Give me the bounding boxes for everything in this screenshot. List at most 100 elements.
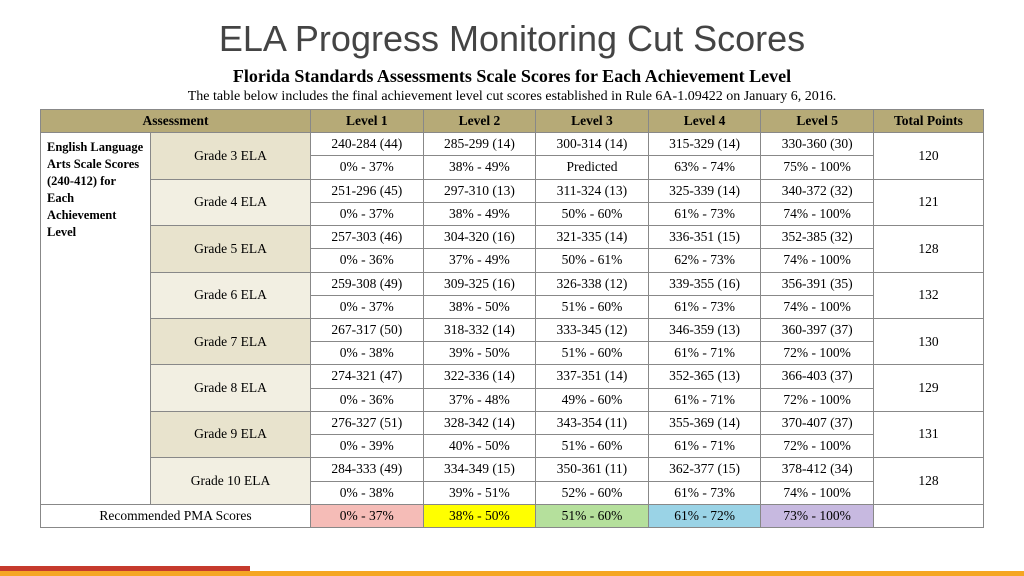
score-cell: 274-321 (47) [311,365,424,388]
score-cell: 340-372 (32) [761,179,874,202]
pct-cell: 72% - 100% [761,388,874,411]
pct-cell: 0% - 38% [311,481,424,504]
score-cell: 321-335 (14) [536,226,649,249]
col-assessment: Assessment [41,110,311,133]
score-cell: 346-359 (13) [648,318,761,341]
pct-cell: 0% - 36% [311,249,424,272]
pma-cell: 38% - 50% [423,504,536,527]
score-cell: 297-310 (13) [423,179,536,202]
pma-cell: 73% - 100% [761,504,874,527]
grade-name: Grade 6 ELA [151,272,311,318]
pct-cell: 39% - 50% [423,342,536,365]
grade-score-row: Grade 8 ELA274-321 (47)322-336 (14)337-3… [41,365,984,388]
score-cell: 300-314 (14) [536,133,649,156]
col-level5: Level 5 [761,110,874,133]
pct-cell: 50% - 61% [536,249,649,272]
score-cell: 326-338 (12) [536,272,649,295]
pct-cell: 63% - 74% [648,156,761,179]
grade-score-row: Grade 5 ELA257-303 (46)304-320 (16)321-3… [41,226,984,249]
pct-cell: 0% - 37% [311,156,424,179]
pct-cell: 61% - 71% [648,435,761,458]
pct-cell: 74% - 100% [761,249,874,272]
pct-cell: 50% - 60% [536,202,649,225]
total-points: 128 [873,226,983,272]
score-cell: 259-308 (49) [311,272,424,295]
pct-cell: 61% - 73% [648,481,761,504]
col-level1: Level 1 [311,110,424,133]
total-points: 120 [873,133,983,179]
score-cell: 257-303 (46) [311,226,424,249]
score-cell: 315-329 (14) [648,133,761,156]
col-total: Total Points [873,110,983,133]
pct-cell: 38% - 50% [423,295,536,318]
pct-cell: 74% - 100% [761,295,874,318]
score-cell: 352-365 (13) [648,365,761,388]
pct-cell: 49% - 60% [536,388,649,411]
pct-cell: 51% - 60% [536,342,649,365]
pct-cell: 40% - 50% [423,435,536,458]
doc-title: Florida Standards Assessments Scale Scor… [0,66,1024,87]
pct-cell: 37% - 48% [423,388,536,411]
pct-cell: 0% - 39% [311,435,424,458]
pma-cell: 61% - 72% [648,504,761,527]
col-level3: Level 3 [536,110,649,133]
pct-cell: 51% - 60% [536,435,649,458]
table-container: Assessment Level 1 Level 2 Level 3 Level… [0,109,1024,528]
grade-name: Grade 10 ELA [151,458,311,504]
slide-title: ELA Progress Monitoring Cut Scores [0,0,1024,66]
score-cell: 362-377 (15) [648,458,761,481]
col-level4: Level 4 [648,110,761,133]
score-cell: 350-361 (11) [536,458,649,481]
score-cell: 267-317 (50) [311,318,424,341]
accent-orange [0,571,1024,576]
grade-name: Grade 4 ELA [151,179,311,225]
doc-subtitle: The table below includes the final achie… [0,89,1024,105]
score-cell: 334-349 (15) [423,458,536,481]
score-cell: 333-345 (12) [536,318,649,341]
grade-score-row: Grade 6 ELA259-308 (49)309-325 (16)326-3… [41,272,984,295]
pct-cell: 38% - 49% [423,156,536,179]
grade-score-row: Grade 4 ELA251-296 (45)297-310 (13)311-3… [41,179,984,202]
pct-cell: 39% - 51% [423,481,536,504]
score-cell: 352-385 (32) [761,226,874,249]
score-cell: 276-327 (51) [311,411,424,434]
pma-total-blank [873,504,983,527]
cut-scores-table: Assessment Level 1 Level 2 Level 3 Level… [40,109,984,528]
pct-cell: 0% - 38% [311,342,424,365]
total-points: 131 [873,411,983,457]
pct-cell: 0% - 36% [311,388,424,411]
row-heading: English Language Arts Scale Scores (240-… [41,133,151,505]
score-cell: 356-391 (35) [761,272,874,295]
pct-cell: 37% - 49% [423,249,536,272]
pct-cell: 61% - 73% [648,295,761,318]
score-cell: 311-324 (13) [536,179,649,202]
accent-red [0,566,250,571]
total-points: 121 [873,179,983,225]
score-cell: 325-339 (14) [648,179,761,202]
pct-cell: 61% - 71% [648,388,761,411]
grade-score-row: Grade 7 ELA267-317 (50)318-332 (14)333-3… [41,318,984,341]
pct-cell: 61% - 73% [648,202,761,225]
score-cell: 360-397 (37) [761,318,874,341]
pct-cell: 75% - 100% [761,156,874,179]
score-cell: 318-332 (14) [423,318,536,341]
grade-score-row: Grade 10 ELA284-333 (49)334-349 (15)350-… [41,458,984,481]
score-cell: 251-296 (45) [311,179,424,202]
grade-name: Grade 7 ELA [151,318,311,364]
score-cell: 240-284 (44) [311,133,424,156]
pct-cell: 74% - 100% [761,481,874,504]
total-points: 132 [873,272,983,318]
total-points: 129 [873,365,983,411]
score-cell: 328-342 (14) [423,411,536,434]
score-cell: 330-360 (30) [761,133,874,156]
total-points: 128 [873,458,983,504]
pct-cell: 0% - 37% [311,295,424,318]
grade-name: Grade 5 ELA [151,226,311,272]
grade-score-row: Grade 9 ELA276-327 (51)328-342 (14)343-3… [41,411,984,434]
grade-name: Grade 8 ELA [151,365,311,411]
grade-score-row: English Language Arts Scale Scores (240-… [41,133,984,156]
total-points: 130 [873,318,983,364]
header-row: Assessment Level 1 Level 2 Level 3 Level… [41,110,984,133]
pct-cell: 62% - 73% [648,249,761,272]
pma-cell: 51% - 60% [536,504,649,527]
